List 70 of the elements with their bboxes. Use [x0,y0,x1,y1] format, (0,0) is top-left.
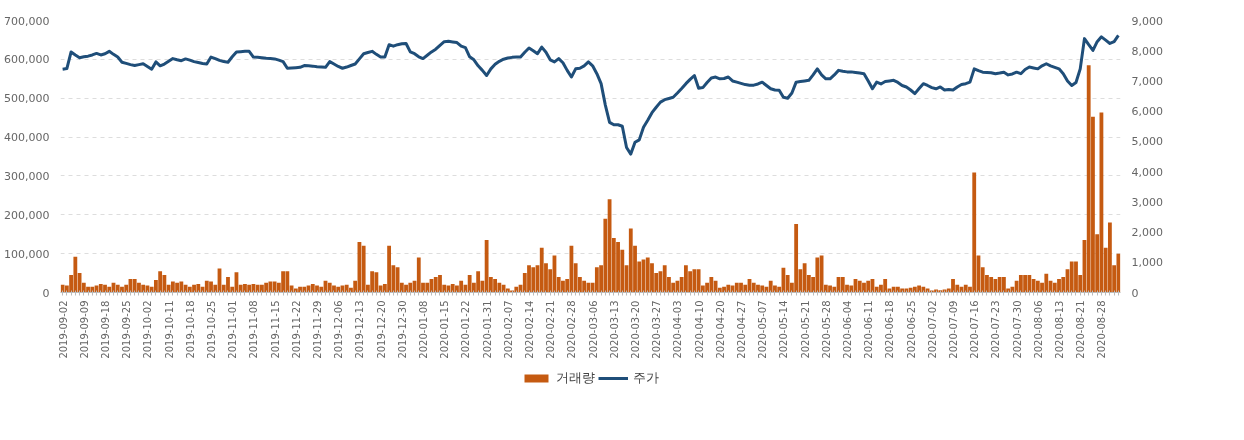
y-tick-label: 0 [42,286,50,300]
x-tick-label: 2019-09-25 [121,300,133,359]
x-tick-label: 2020-01-15 [439,300,451,359]
y-tick-label: 400,000 [4,131,50,145]
x-tick-label: 2020-03-27 [651,300,663,359]
x-tick-label: 2020-04-03 [672,300,684,359]
x-tick-label: 2019-11-15 [269,300,281,359]
x-tick-label: 2019-11-08 [248,300,260,359]
x-tick-label: 2020-04-20 [714,300,726,359]
y2-tick-label: 1,000 [1131,256,1163,270]
x-tick-label: 2020-05-14 [778,300,790,359]
x-tick-label: 2019-09-02 [57,300,69,359]
x-tick-label: 2020-08-28 [1096,300,1108,359]
y2-tick-label: 8,000 [1131,44,1163,58]
y2-tick-label: 2,000 [1131,226,1163,240]
x-tick-label: 2020-06-25 [905,300,917,359]
legend-label: 거래량 [556,369,595,387]
x-tick-label: 2020-02-07 [502,300,514,359]
x-tick-label: 2019-10-11 [163,300,175,359]
x-tick-label: 2020-03-20 [630,300,642,359]
y2-tick-label: 9,000 [1131,14,1163,28]
x-tick-label: 2020-03-13 [608,300,620,359]
x-tick-label: 2020-07-02 [926,300,938,359]
y2-tick-label: 0 [1131,286,1139,300]
x-tick-label: 2019-10-02 [142,300,154,359]
y2-tick-label: 5,000 [1131,135,1163,149]
x-tick-label: 2020-05-28 [820,300,832,359]
x-tick-label: 2020-08-13 [1054,300,1066,359]
x-tick-label: 2020-07-16 [969,300,981,359]
x-tick-label: 2020-02-28 [566,300,578,359]
x-tick-label: 2020-04-27 [736,300,748,359]
x-tick-label: 2019-09-18 [100,300,112,359]
x-tick-label: 2020-05-21 [799,300,811,359]
x-tick-label: 2020-01-08 [418,300,430,359]
x-tick-label: 2019-10-18 [184,300,196,359]
x-tick-label: 2020-02-14 [524,300,536,359]
y-tick-label: 600,000 [4,53,50,67]
x-tick-label: 2019-11-29 [312,300,324,359]
x-tick-label: 2019-11-22 [290,300,302,359]
x-tick-label: 2020-06-04 [842,300,854,359]
x-tick-label: 2020-06-18 [884,300,896,359]
x-tick-label: 2020-05-07 [757,300,769,359]
x-tick-label: 2019-12-30 [396,300,408,359]
x-tick-label: 2020-07-30 [1011,300,1023,359]
y-tick-label: 700,000 [4,14,50,28]
y-tick-label: 500,000 [4,92,50,106]
x-tick-label: 2020-07-09 [948,300,960,359]
x-tick-label: 2020-04-10 [693,300,705,359]
x-tick-label: 2019-10-25 [206,300,218,359]
x-tick-label: 2020-02-21 [545,300,557,359]
x-tick-label: 2020-08-21 [1075,300,1087,359]
x-tick-label: 2020-06-11 [863,300,875,359]
y-tick-label: 100,000 [4,247,50,261]
x-tick-label: 2019-09-09 [78,300,90,359]
legend-label: 주가 [633,369,659,387]
y2-tick-label: 3,000 [1131,195,1163,209]
x-tick-label: 2019-12-13 [354,300,366,359]
x-tick-label: 2020-07-23 [990,300,1002,359]
y2-tick-label: 7,000 [1131,74,1163,88]
y2-tick-label: 6,000 [1131,105,1163,119]
x-tick-label: 2019-11-01 [227,300,239,359]
x-tick-label: 2020-03-06 [587,300,599,359]
y-tick-label: 300,000 [4,169,50,183]
y2-tick-label: 4,000 [1131,165,1163,179]
x-tick-label: 2019-12-20 [375,300,387,359]
x-tick-label: 2019-12-06 [333,300,345,359]
x-tick-label: 2020-01-31 [481,300,493,359]
y-tick-label: 200,000 [4,208,50,222]
x-tick-label: 2020-01-22 [460,300,472,359]
x-tick-label: 2020-08-06 [1032,300,1044,359]
